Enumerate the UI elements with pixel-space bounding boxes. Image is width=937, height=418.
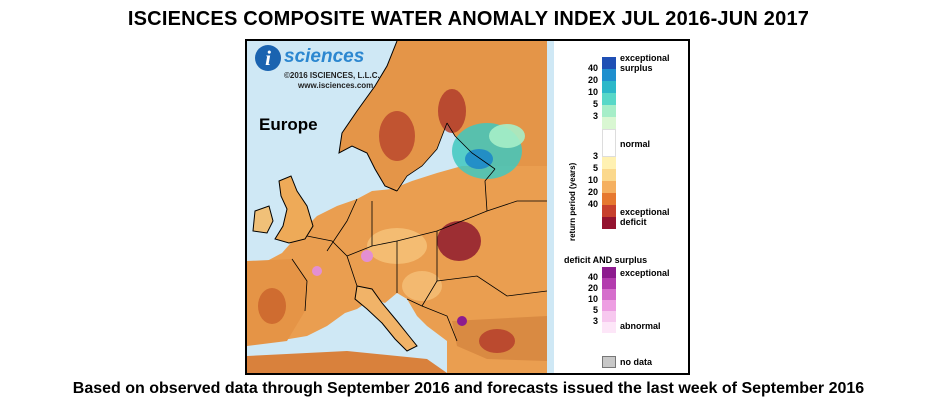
deficit-hotspot-finland xyxy=(438,89,466,133)
deficit-hotspot-ukraine xyxy=(437,221,481,261)
surplus-top-label: exceptional xyxy=(620,53,670,63)
both-spot-2 xyxy=(312,266,322,276)
website-text: www.isciences.com xyxy=(298,81,374,90)
chart-title: ISCIENCES COMPOSITE WATER ANOMALY INDEX … xyxy=(127,8,810,30)
logo-wordmark: sciences xyxy=(284,46,365,67)
coastlines xyxy=(252,41,418,352)
both-spot-3 xyxy=(457,316,467,326)
both-spot-1 xyxy=(361,250,373,262)
deficit-swatch-1 xyxy=(602,169,616,181)
both-swatch-0 xyxy=(602,267,616,278)
both-tick-10: 10 xyxy=(587,294,598,304)
deficit-tick-3: 3 xyxy=(592,151,598,161)
deficit-swatch-3 xyxy=(602,193,616,205)
no-data-label: no data xyxy=(620,357,653,367)
normal-label: normal xyxy=(620,139,651,149)
deficit-hotspot-norway xyxy=(379,111,415,161)
deficit-swatch-4 xyxy=(602,205,616,217)
surplus-zone-edge xyxy=(489,124,525,148)
deficit-swatch-2 xyxy=(602,181,616,193)
surplus-top-label2: surplus xyxy=(620,63,653,73)
both-bottom-label: abnormal xyxy=(620,321,661,331)
deficit-hotspot-turkey xyxy=(479,329,515,353)
surplus-tick-20: 20 xyxy=(587,75,598,85)
deficit-tick-10: 10 xyxy=(587,175,598,185)
europe-map xyxy=(247,41,554,373)
both-swatch-3 xyxy=(602,300,616,311)
north-africa-landmass xyxy=(247,351,447,373)
light-deficit-balkans xyxy=(402,271,442,301)
italy-landmass xyxy=(355,286,417,351)
both-tick-20: 20 xyxy=(587,283,598,293)
normal-swatch xyxy=(602,129,616,157)
deficit-swatch-0 xyxy=(602,157,616,169)
footer-note: Based on observed data through September… xyxy=(72,380,865,397)
both-tick-40: 40 xyxy=(587,272,598,282)
both-tick-5: 5 xyxy=(592,305,598,315)
logo-i-icon: i xyxy=(255,45,281,71)
legend-panel: return period (years) exceptional surplus… xyxy=(554,41,688,373)
surplus-swatch-2 xyxy=(602,81,616,93)
great-britain-landmass xyxy=(275,176,313,243)
surplus-zone-core xyxy=(465,149,493,169)
both-swatch-1 xyxy=(602,278,616,289)
both-swatch-4 xyxy=(602,311,616,322)
surplus-swatch-5 xyxy=(602,117,616,129)
region-label: Europe xyxy=(259,115,318,134)
copyright-text: ©2016 ISCIENCES, L.L.C. xyxy=(284,71,380,80)
surplus-tick-3: 3 xyxy=(592,111,598,121)
deficit-bottom-label2: deficit xyxy=(620,217,647,227)
surplus-swatch-0 xyxy=(602,57,616,69)
surplus-tick-5: 5 xyxy=(592,99,598,109)
both-swatch-2 xyxy=(602,289,616,300)
legend-both-heading: deficit AND surplus xyxy=(564,255,648,265)
surplus-tick-40: 40 xyxy=(587,63,598,73)
country-borders xyxy=(291,122,548,342)
both-tick-3: 3 xyxy=(592,316,598,326)
both-swatch-5 xyxy=(602,322,616,333)
map-panel: i sciences ©2016 ISCIENCES, L.L.C. www.i… xyxy=(247,41,554,373)
deficit-tick-20: 20 xyxy=(587,187,598,197)
deficit-hotspot-iberia xyxy=(258,288,286,324)
map-frame: i sciences ©2016 ISCIENCES, L.L.C. www.i… xyxy=(245,39,690,375)
surplus-swatch-3 xyxy=(602,93,616,105)
surplus-tick-10: 10 xyxy=(587,87,598,97)
both-top-label: exceptional xyxy=(620,268,670,278)
deficit-swatch-5 xyxy=(602,217,616,229)
deficit-tick-40: 40 xyxy=(587,199,598,209)
deficit-tick-5: 5 xyxy=(592,163,598,173)
deficit-bottom-label: exceptional xyxy=(620,207,670,217)
surplus-swatch-1 xyxy=(602,69,616,81)
surplus-swatch-4 xyxy=(602,105,616,117)
no-data-swatch xyxy=(602,356,616,368)
ireland-landmass xyxy=(253,206,273,233)
